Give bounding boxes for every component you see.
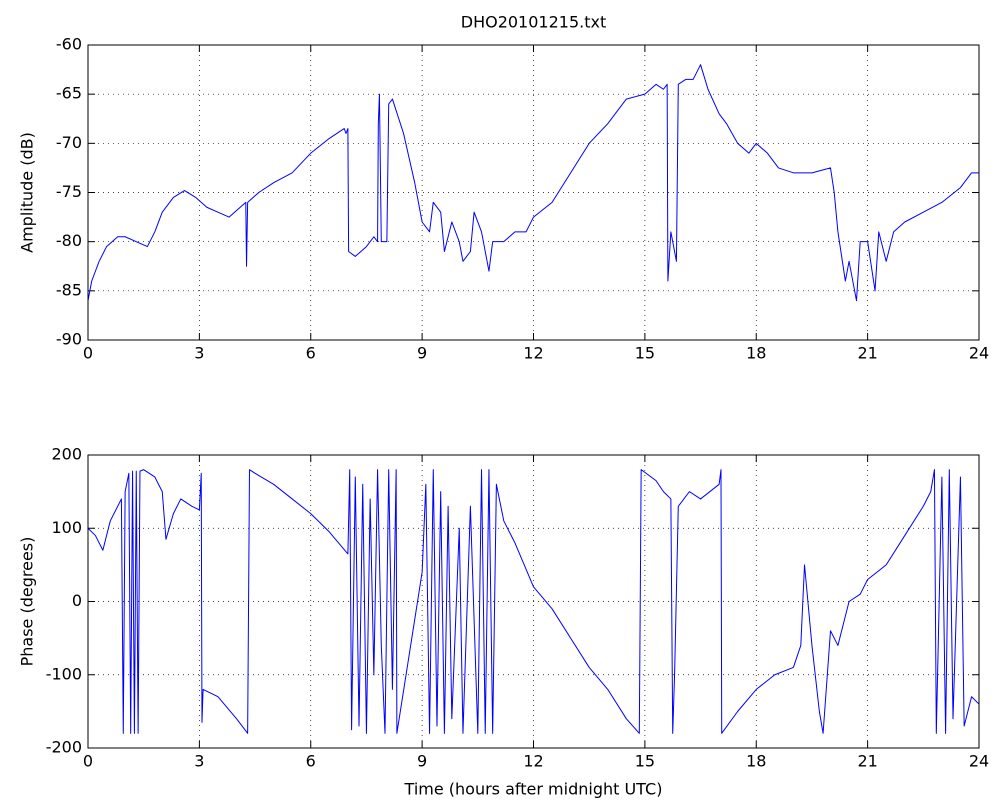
x-tick-label: 12 xyxy=(523,344,543,363)
y-tick-label: -80 xyxy=(56,231,82,250)
x-tick-label: 3 xyxy=(194,752,204,771)
x-tick-label: 9 xyxy=(417,344,427,363)
y-tick-label: -75 xyxy=(56,182,82,201)
y-axis-label: Amplitude (dB) xyxy=(18,132,37,253)
y-tick-label: -100 xyxy=(46,664,82,683)
x-tick-label: 12 xyxy=(523,752,543,771)
x-tick-label: 6 xyxy=(306,752,316,771)
y-tick-label: -60 xyxy=(56,35,82,54)
x-tick-label: 6 xyxy=(306,344,316,363)
y-tick-label: 200 xyxy=(51,445,82,464)
data-line xyxy=(87,64,979,302)
data-line xyxy=(87,469,980,734)
x-tick-label: 3 xyxy=(194,344,204,363)
y-tick-label: 0 xyxy=(72,591,82,610)
y-tick-label: -65 xyxy=(56,84,82,103)
y-tick-label: -85 xyxy=(56,280,82,299)
x-tick-label: 0 xyxy=(83,344,93,363)
x-tick-label: 24 xyxy=(969,752,989,771)
x-tick-label: 18 xyxy=(746,344,766,363)
x-tick-label: 15 xyxy=(635,344,655,363)
x-tick-label: 9 xyxy=(417,752,427,771)
axes-frame xyxy=(87,44,980,341)
axes-frame xyxy=(87,454,980,749)
y-tick-label: -200 xyxy=(46,738,82,757)
y-axis-label: Phase (degrees) xyxy=(18,537,37,667)
x-tick-label: 24 xyxy=(969,344,989,363)
chart-title: DHO20101215.txt xyxy=(461,13,606,32)
y-tick-label: 100 xyxy=(51,518,82,537)
x-tick-label: 21 xyxy=(857,344,877,363)
x-tick-label: 15 xyxy=(635,752,655,771)
y-tick-label: -90 xyxy=(56,330,82,349)
x-tick-label: 18 xyxy=(746,752,766,771)
x-axis-label: Time (hours after midnight UTC) xyxy=(404,780,663,799)
x-tick-label: 0 xyxy=(83,752,93,771)
x-tick-label: 21 xyxy=(857,752,877,771)
y-tick-label: -70 xyxy=(56,133,82,152)
